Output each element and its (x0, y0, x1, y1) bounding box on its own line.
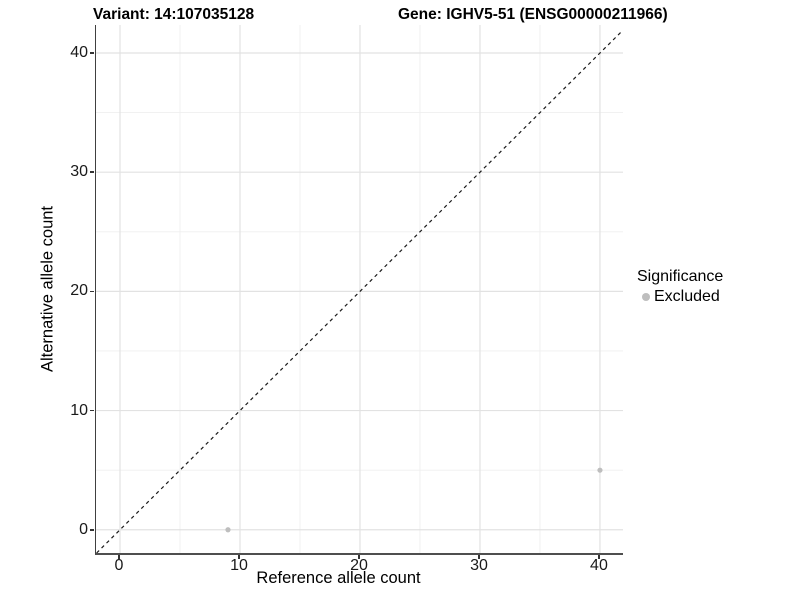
y-axis-tick (89, 171, 94, 173)
x-axis-tick (358, 555, 360, 559)
legend: Significance Excluded (637, 268, 723, 306)
x-axis-tick (598, 555, 600, 559)
y-axis-tick (89, 52, 94, 54)
y-axis-tick (89, 409, 94, 412)
legend-title: Significance (637, 268, 724, 285)
plot-title-variant: Variant: 14:107035128 (93, 6, 255, 23)
y-tick-label: 40 (70, 44, 88, 61)
y-tick-label: 10 (70, 401, 88, 419)
plot-panel (95, 25, 623, 555)
data-point-excluded (597, 467, 603, 473)
y-tick-label: 0 (79, 520, 88, 538)
plot-title-gene: Gene: IGHV5-51 (ENSG00000211966) (398, 6, 668, 23)
x-axis-tick (478, 555, 480, 559)
y-tick-label: 30 (70, 163, 88, 181)
x-tick-label: 10 (230, 557, 248, 574)
excluded-point-icon (642, 293, 650, 301)
x-axis-tick (118, 555, 120, 559)
plot-area-svg (96, 25, 623, 553)
identity-dashed-line (96, 29, 623, 553)
y-axis-tick (89, 290, 94, 293)
x-tick-label: 40 (590, 557, 608, 574)
legend-entry-label: Excluded (654, 288, 720, 305)
x-axis-tick (238, 555, 240, 559)
x-tick-label: 30 (470, 557, 488, 574)
x-tick-label: 20 (350, 557, 368, 574)
x-tick-label: 0 (114, 557, 124, 574)
y-axis-tick (89, 529, 94, 531)
legend-entry-excluded: Excluded (637, 288, 723, 306)
y-tick-label: 20 (70, 282, 88, 300)
data-point-excluded (225, 527, 231, 533)
x-axis-title: Reference allele count (256, 569, 421, 587)
